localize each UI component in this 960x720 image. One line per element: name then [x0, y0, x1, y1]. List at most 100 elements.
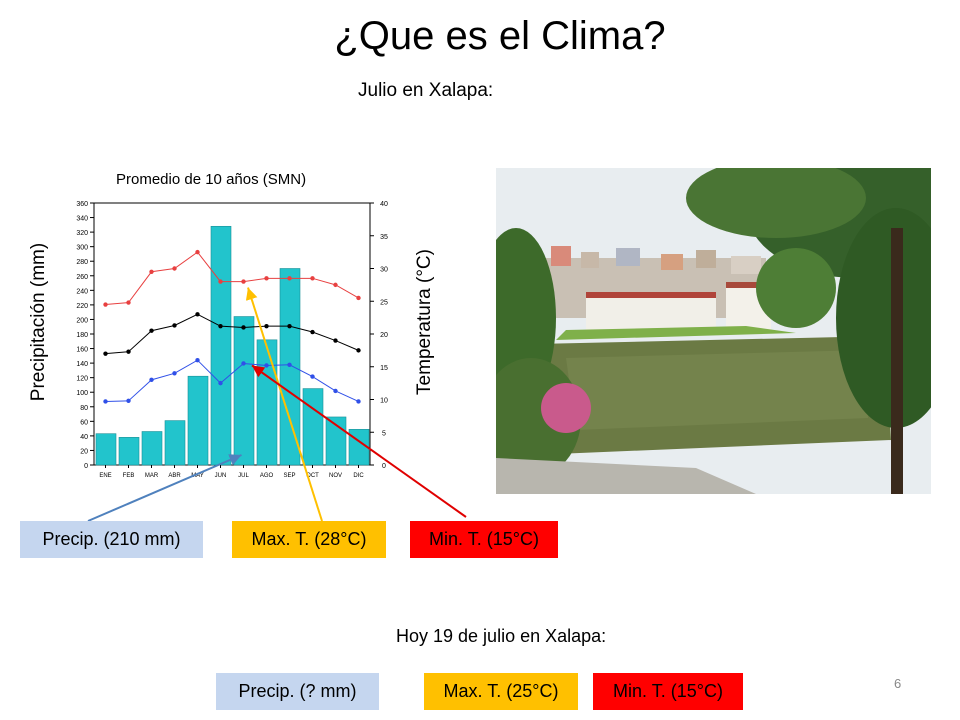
- min-temp-point-feb: [126, 398, 131, 404]
- avg-temp-point-feb: [126, 349, 131, 354]
- min-temp-line: [105, 359, 359, 402]
- y-tick-label: 300: [76, 245, 88, 252]
- y-tick-label: 340: [76, 216, 88, 223]
- max-temp-point-mar: [149, 269, 154, 274]
- avg-temp-point-sep: [287, 323, 292, 329]
- max-temp-point-oct: [310, 276, 315, 281]
- x-tick-label: SEP: [283, 473, 295, 479]
- x-tick-label: AGO: [260, 473, 274, 479]
- y2-tick-label: 10: [380, 398, 388, 405]
- lake-landscape-photo: [496, 168, 931, 494]
- max-temp-today-tag: Max. T. (25°C): [424, 673, 578, 710]
- y-tick-label: 200: [76, 317, 88, 324]
- avg-temp-point-dic: [356, 348, 361, 353]
- y-tick-label: 280: [76, 259, 88, 266]
- y2-tick-label: 30: [380, 267, 388, 274]
- slide-number: 6: [894, 676, 902, 691]
- y2-tick-label: 35: [380, 234, 388, 241]
- max-temp-point-ago: [264, 276, 269, 281]
- avg-temp-point-may: [195, 312, 200, 317]
- max-temp-point-sep: [287, 276, 292, 281]
- x-tick-label: MAY: [191, 473, 204, 479]
- x-tick-label: DIC: [353, 473, 364, 479]
- max-temp-point-jun: [218, 279, 223, 284]
- max-temp-point-may: [195, 249, 200, 255]
- x-tick-label: JUL: [238, 473, 249, 479]
- precip-bar-abr: [164, 420, 186, 466]
- avg-temp-point-jun: [218, 323, 223, 329]
- y2-tick-label: 20: [380, 332, 388, 339]
- max-temp-arrow: [245, 287, 323, 522]
- precip-bar-mar: [141, 431, 163, 466]
- avg-temp-point-nov: [333, 338, 338, 343]
- min-temp-point-jul: [241, 361, 246, 366]
- min-temp-arrow: [251, 364, 467, 518]
- y-tick-label: 0: [84, 463, 88, 470]
- precip-bar-feb: [118, 437, 140, 466]
- y-tick-label: 140: [76, 361, 88, 368]
- precip-bar-may: [187, 375, 209, 466]
- min-temp-point-abr: [172, 371, 177, 376]
- precip-bar-oct: [302, 388, 324, 466]
- precip-bar-jun: [210, 225, 232, 466]
- x-tick-label: MAR: [145, 473, 159, 479]
- chart-axes: 0204060801001201401601802002202402602803…: [76, 201, 388, 479]
- min-temp-today-tag: Min. T. (15°C): [593, 673, 743, 710]
- y2-tick-label: 40: [380, 201, 388, 208]
- min-temp-point-sep: [287, 362, 292, 367]
- y-tick-label: 180: [76, 332, 88, 339]
- max-temp-point-feb: [126, 300, 131, 305]
- max-temp-point-nov: [333, 282, 338, 288]
- max-temp-point-dic: [356, 295, 361, 301]
- precip-bar-jul: [233, 316, 255, 466]
- avg-temp-point-oct: [310, 329, 315, 335]
- x-tick-label: ABR: [168, 473, 181, 479]
- min-temp-point-dic: [356, 399, 361, 404]
- max-temp-tag: Max. T. (28°C): [232, 521, 386, 558]
- max-temp-point-jul: [241, 279, 246, 284]
- temperature-lines: [103, 249, 361, 404]
- y2-axis-label: Temperatura (°C): [414, 249, 435, 395]
- y-tick-label: 60: [80, 419, 88, 426]
- min-temp-tag: Min. T. (15°C): [410, 521, 558, 558]
- precip-arrow: [87, 454, 242, 522]
- min-temp-point-nov: [333, 388, 338, 394]
- avg-temp-point-ene: [103, 351, 108, 356]
- precip-tag: Precip. (210 mm): [20, 521, 203, 558]
- slide-title: ¿Que es el Clima?: [334, 14, 666, 58]
- avg-temp-line: [105, 313, 359, 355]
- x-tick-label: NOV: [329, 473, 342, 479]
- today-caption: Hoy 19 de julio en Xalapa:: [396, 626, 607, 646]
- avg-temp-point-abr: [172, 323, 177, 328]
- max-temp-point-ene: [103, 302, 108, 307]
- y-tick-label: 320: [76, 230, 88, 237]
- y-tick-label: 40: [80, 434, 88, 441]
- y-tick-label: 260: [76, 274, 88, 281]
- x-tick-label: FEB: [123, 473, 135, 479]
- min-temp-point-ago: [264, 363, 269, 368]
- y-tick-label: 20: [80, 448, 88, 455]
- y-tick-label: 220: [76, 303, 88, 310]
- y-tick-label: 80: [80, 405, 88, 412]
- avg-temp-point-jul: [241, 325, 246, 330]
- y-tick-label: 240: [76, 288, 88, 295]
- min-temp-point-jun: [218, 380, 223, 386]
- min-temp-point-may: [195, 358, 200, 363]
- precipitation-bars: [95, 225, 370, 466]
- max-temp-line: [105, 251, 359, 306]
- x-tick-label: ENE: [99, 473, 111, 479]
- avg-temp-point-ago: [264, 323, 269, 329]
- chart-title: Promedio de 10 años (SMN): [116, 171, 307, 188]
- precip-bar-ene: [95, 433, 117, 466]
- annotation-arrows: [87, 287, 467, 522]
- y2-tick-label: 25: [380, 299, 388, 306]
- x-tick-label: JUN: [215, 473, 227, 479]
- y2-tick-label: 0: [382, 463, 386, 470]
- y-tick-label: 360: [76, 201, 88, 208]
- min-temp-point-oct: [310, 374, 315, 379]
- y-tick-label: 100: [76, 390, 88, 397]
- max-temp-point-abr: [172, 266, 177, 271]
- y2-tick-label: 5: [382, 430, 386, 437]
- min-temp-point-ene: [103, 399, 108, 404]
